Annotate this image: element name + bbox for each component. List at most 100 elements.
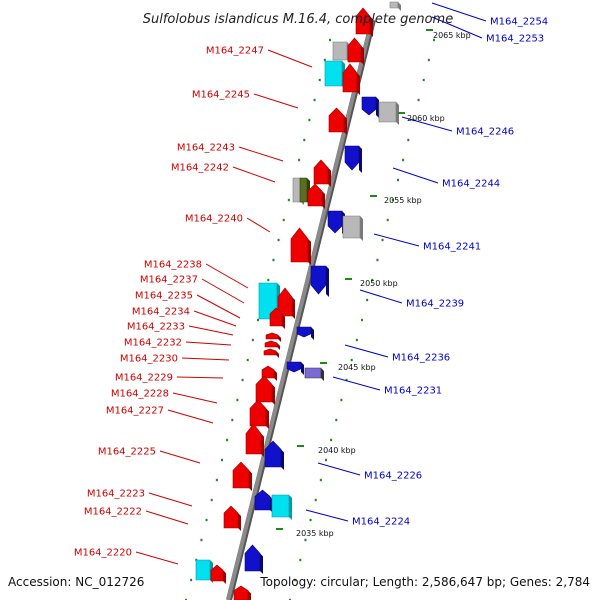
right-gene-label: M164_2254	[490, 17, 548, 28]
right-tick-dot	[407, 138, 410, 142]
gene-arrow	[389, 1, 399, 9]
kbp-scale: 2065 kbp 2060 kbp 2055 kbp 2050 kbp 2045 kbp…	[276, 29, 471, 538]
right-tick-dot	[350, 358, 353, 362]
gene-shading	[261, 433, 264, 457]
left-gene-label: M164_2220	[74, 548, 132, 559]
gene-feature	[328, 107, 347, 135]
right-tick-dot	[345, 378, 348, 382]
left-tick-dot	[205, 518, 208, 522]
gene-feature	[244, 544, 263, 574]
left-tick-dot	[303, 138, 306, 142]
gene-shading	[272, 384, 275, 405]
right-gene-label: M164_2231	[384, 386, 442, 397]
gene-arrow	[195, 559, 211, 581]
kbp-label: 2035 kbp	[296, 529, 334, 538]
gene-shading	[328, 167, 331, 187]
gene-feature	[232, 461, 252, 491]
left-gene-label: M164_2247	[206, 46, 264, 57]
left-gene-label: M164_2232	[124, 338, 182, 349]
gene-arrow	[361, 96, 377, 116]
gene-arrow	[210, 564, 224, 582]
gene-shading	[274, 369, 277, 381]
gene-shading	[311, 327, 314, 340]
right-tick-dot	[330, 438, 333, 442]
left-tick-dot	[221, 458, 223, 462]
gene-feature	[344, 145, 362, 173]
gene-feature	[277, 287, 295, 319]
right-tick-dot	[361, 318, 363, 322]
right-gene-label: M164_2246	[456, 127, 514, 138]
gene-feature	[355, 7, 373, 37]
right-tick-dot	[433, 38, 435, 42]
right-tick-dot	[371, 278, 374, 282]
right-tick-dot	[355, 338, 358, 342]
left-tick-dot	[277, 238, 280, 242]
gene-shading	[301, 362, 304, 375]
right-gene-label: M164_2224	[352, 517, 410, 528]
kbp-label: 2055 kbp	[384, 196, 422, 205]
left-tick-dot	[272, 258, 275, 262]
right-gene-label-leader	[332, 376, 381, 391]
gene-arrow	[232, 461, 250, 489]
gene-feature	[342, 215, 363, 241]
right-tick-dot	[309, 518, 312, 522]
left-gene-label: M164_2237	[140, 275, 198, 286]
left-tick-dot	[287, 198, 290, 202]
right-tick-dot	[391, 198, 394, 202]
gene-arrow	[299, 177, 308, 203]
left-gene-label-leader	[193, 310, 237, 327]
gene-shading	[308, 238, 311, 265]
gene-feature	[264, 440, 284, 470]
left-tick-dot	[185, 598, 187, 600]
kbp-label: 2065 kbp	[433, 31, 471, 40]
right-tick-dot	[422, 78, 425, 82]
gene-shading	[396, 102, 399, 125]
right-gene-label: M164_2239	[406, 299, 464, 310]
right-tick-dot	[304, 538, 307, 542]
left-gene-label: M164_2228	[111, 389, 169, 400]
gene-shading	[289, 495, 292, 520]
label-callouts: M164_2247 M164_2245 M164_2243 M164_2242 M164…	[74, 2, 548, 565]
gene-shading	[276, 350, 279, 358]
left-gene-label-leader	[201, 278, 245, 304]
left-gene-label: M164_2223	[87, 489, 145, 500]
left-gene-label-leader	[267, 49, 313, 68]
gene-arrow	[342, 63, 358, 93]
gene-shading	[376, 97, 379, 118]
left-gene-label-leader	[246, 217, 271, 233]
genome-backbone	[226, 19, 376, 600]
left-tick-dot	[190, 578, 193, 582]
gene-shading	[326, 266, 329, 297]
right-gene-label-leader	[359, 289, 403, 304]
left-tick-dot	[318, 78, 321, 82]
left-gene-label-leader	[135, 551, 179, 565]
kbp-label: 2045 kbp	[338, 363, 376, 372]
gene-shading	[398, 2, 401, 11]
kbp-label: 2040 kbp	[318, 446, 356, 455]
gene-shading	[292, 296, 295, 319]
gene-arrow	[378, 101, 397, 123]
gene-arrow	[223, 505, 239, 529]
gene-shading	[281, 449, 284, 470]
gene-arrow	[264, 340, 278, 348]
gene-feature	[249, 399, 269, 429]
left-tick-dot	[251, 338, 254, 342]
right-tick-dot	[417, 98, 420, 102]
gene-shading	[361, 45, 364, 65]
gene-shading	[360, 216, 363, 241]
left-gene-label: M164_2233	[127, 322, 185, 333]
gene-feature	[286, 361, 304, 375]
left-gene-label-leader	[185, 341, 232, 346]
gene-arrow	[313, 159, 329, 185]
accession-label: Accession: NC_012726	[8, 575, 144, 589]
left-tick-dot	[236, 398, 239, 402]
left-gene-label: M164_2222	[84, 507, 142, 518]
gene-arrow	[327, 210, 343, 234]
gene-feature	[195, 559, 213, 583]
left-gene-label: M164_2243	[177, 143, 235, 154]
left-tick-dot	[210, 498, 213, 502]
left-gene-label-leader	[188, 325, 234, 336]
right-tick-dot	[340, 398, 343, 402]
gene-shading	[248, 590, 251, 600]
left-gene-label: M164_2229	[115, 373, 173, 384]
